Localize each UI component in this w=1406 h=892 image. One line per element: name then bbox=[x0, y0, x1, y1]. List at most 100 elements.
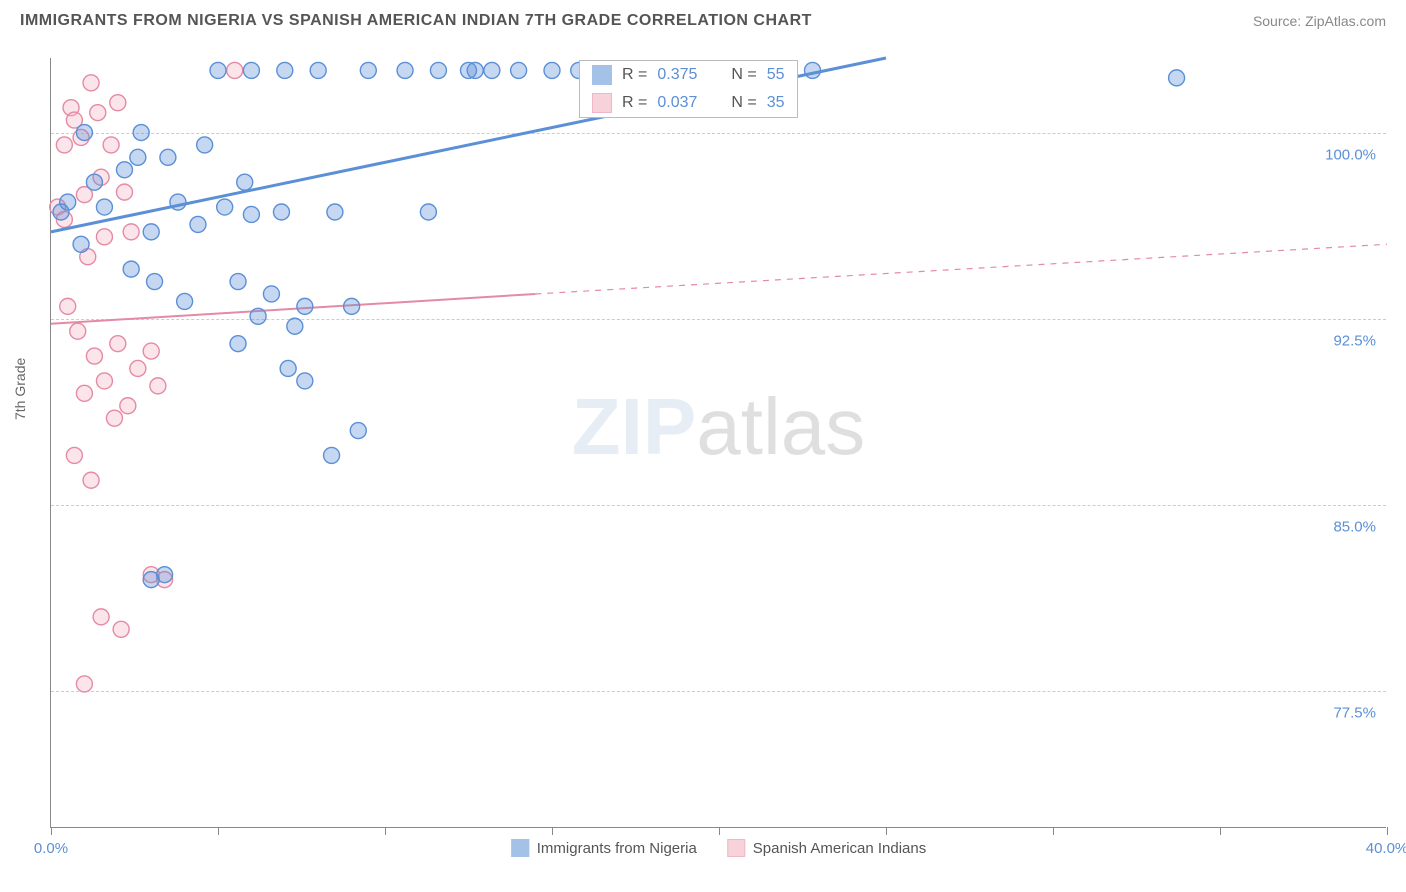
data-point bbox=[66, 447, 82, 463]
x-tick bbox=[51, 827, 52, 835]
data-point bbox=[277, 62, 293, 78]
data-point bbox=[243, 62, 259, 78]
data-point bbox=[130, 360, 146, 376]
x-tick bbox=[1053, 827, 1054, 835]
data-point bbox=[360, 62, 376, 78]
legend-swatch-nigeria-icon bbox=[511, 839, 529, 857]
x-tick bbox=[385, 827, 386, 835]
x-tick bbox=[886, 827, 887, 835]
data-point bbox=[106, 410, 122, 426]
stats-row-spanish: R = 0.037 N = 35 bbox=[580, 89, 797, 117]
data-point bbox=[96, 199, 112, 215]
legend-item-spanish: Spanish American Indians bbox=[727, 839, 926, 857]
data-point bbox=[150, 378, 166, 394]
data-point bbox=[805, 62, 821, 78]
data-point bbox=[123, 261, 139, 277]
data-point bbox=[110, 336, 126, 352]
legend-swatch-spanish-icon bbox=[727, 839, 745, 857]
legend-label-spanish: Spanish American Indians bbox=[753, 840, 926, 857]
data-point bbox=[250, 308, 266, 324]
x-tick bbox=[1220, 827, 1221, 835]
swatch-nigeria-icon bbox=[592, 65, 612, 85]
data-point bbox=[83, 75, 99, 91]
data-point bbox=[273, 204, 289, 220]
bottom-legend: Immigrants from Nigeria Spanish American… bbox=[511, 839, 926, 857]
data-point bbox=[86, 174, 102, 190]
data-point bbox=[217, 199, 233, 215]
data-point bbox=[93, 609, 109, 625]
data-point bbox=[147, 274, 163, 290]
data-point bbox=[511, 62, 527, 78]
data-point bbox=[56, 137, 72, 153]
data-point bbox=[467, 62, 483, 78]
data-point bbox=[83, 472, 99, 488]
data-point bbox=[287, 318, 303, 334]
data-point bbox=[344, 298, 360, 314]
data-point bbox=[324, 447, 340, 463]
chart-plot-area: ZIPatlas 77.5%85.0%92.5%100.0% 0.0%40.0%… bbox=[50, 58, 1386, 828]
data-point bbox=[96, 229, 112, 245]
data-point bbox=[73, 236, 89, 252]
data-point bbox=[160, 149, 176, 165]
data-point bbox=[86, 348, 102, 364]
data-point bbox=[297, 373, 313, 389]
data-point bbox=[143, 224, 159, 240]
x-tick-label: 40.0% bbox=[1366, 840, 1406, 857]
data-point bbox=[103, 137, 119, 153]
data-point bbox=[430, 62, 446, 78]
y-axis-label: 7th Grade bbox=[12, 358, 28, 420]
x-tick bbox=[1387, 827, 1388, 835]
data-point bbox=[120, 398, 136, 414]
data-point bbox=[116, 184, 132, 200]
data-point bbox=[157, 567, 173, 583]
data-point bbox=[230, 274, 246, 290]
x-tick bbox=[552, 827, 553, 835]
data-point bbox=[70, 323, 86, 339]
data-point bbox=[143, 343, 159, 359]
data-point bbox=[397, 62, 413, 78]
data-point bbox=[420, 204, 436, 220]
chart-title: IMMIGRANTS FROM NIGERIA VS SPANISH AMERI… bbox=[20, 12, 812, 30]
stats-row-nigeria: R = 0.375 N = 55 bbox=[580, 61, 797, 89]
x-tick-label: 0.0% bbox=[34, 840, 68, 857]
data-point bbox=[170, 194, 186, 210]
swatch-spanish-icon bbox=[592, 93, 612, 113]
data-point bbox=[113, 621, 129, 637]
x-tick bbox=[218, 827, 219, 835]
data-point bbox=[60, 194, 76, 210]
data-point bbox=[310, 62, 326, 78]
correlation-stats-box: R = 0.375 N = 55 R = 0.037 N = 35 bbox=[579, 60, 798, 118]
data-point bbox=[327, 204, 343, 220]
legend-item-nigeria: Immigrants from Nigeria bbox=[511, 839, 697, 857]
legend-label-nigeria: Immigrants from Nigeria bbox=[537, 840, 697, 857]
data-point bbox=[90, 105, 106, 121]
scatter-plot-svg bbox=[51, 58, 1386, 827]
x-tick bbox=[719, 827, 720, 835]
data-point bbox=[227, 62, 243, 78]
data-point bbox=[76, 385, 92, 401]
data-point bbox=[197, 137, 213, 153]
data-point bbox=[350, 423, 366, 439]
data-point bbox=[110, 95, 126, 111]
data-point bbox=[96, 373, 112, 389]
data-point bbox=[116, 162, 132, 178]
data-point bbox=[76, 676, 92, 692]
data-point bbox=[263, 286, 279, 302]
data-point bbox=[243, 206, 259, 222]
data-point bbox=[60, 298, 76, 314]
chart-source: Source: ZipAtlas.com bbox=[1253, 13, 1386, 29]
data-point bbox=[237, 174, 253, 190]
data-point bbox=[1169, 70, 1185, 86]
data-point bbox=[210, 62, 226, 78]
data-point bbox=[130, 149, 146, 165]
regression-line-extension bbox=[535, 244, 1387, 294]
data-point bbox=[544, 62, 560, 78]
data-point bbox=[133, 125, 149, 141]
data-point bbox=[76, 125, 92, 141]
data-point bbox=[280, 360, 296, 376]
data-point bbox=[484, 62, 500, 78]
data-point bbox=[230, 336, 246, 352]
data-point bbox=[190, 216, 206, 232]
chart-header: IMMIGRANTS FROM NIGERIA VS SPANISH AMERI… bbox=[0, 0, 1406, 38]
data-point bbox=[123, 224, 139, 240]
